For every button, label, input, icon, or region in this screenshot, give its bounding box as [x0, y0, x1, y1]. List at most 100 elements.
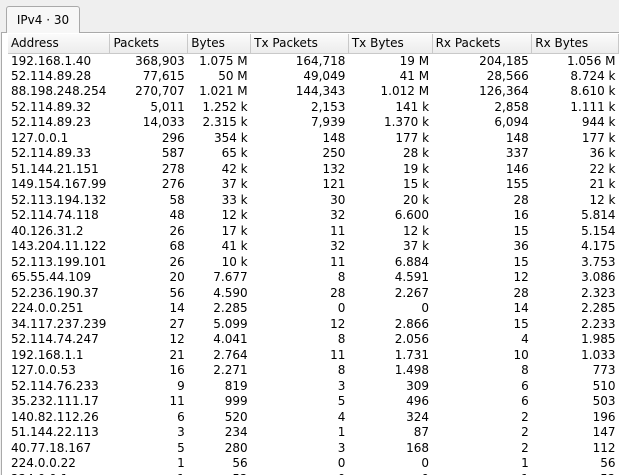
cell-tx-bytes: 19 M — [399, 53, 430, 68]
column-header-rx-bytes[interactable]: Rx Bytes — [531, 34, 619, 54]
table-row[interactable]: 40.126.31.2 26 17 k 11 12 k 15 5.154 — [8, 224, 619, 240]
cell-address: 52.114.74.118 — [11, 208, 99, 223]
cell-tx-bytes: 20 k — [403, 192, 430, 207]
table-row[interactable]: 34.117.237.239 27 5.099 12 2.866 15 2.233 — [8, 317, 619, 333]
cell-bytes: 354 k — [213, 130, 248, 145]
table-row[interactable]: 52.113.199.101 26 10 k 11 6.884 15 3.753 — [8, 255, 619, 271]
table-row[interactable]: 52.114.89.23 14,033 2.315 k 7,939 1.370 k 6,0… — [8, 115, 619, 131]
cell-address: 143.204.11.122 — [11, 239, 107, 254]
cell-bytes: 52 — [188, 472, 251, 475]
cell-tx-packets: 11 — [330, 347, 346, 362]
cell-rx-packets: 10 — [513, 347, 529, 362]
cell-address: 88.198.248.254 — [11, 84, 107, 99]
cell-tx-bytes: 177 k — [395, 130, 430, 145]
cell-rx-packets: 6 — [521, 378, 529, 393]
cell-rx-packets: 12 — [513, 270, 529, 285]
cell-tx-bytes: 0 — [348, 472, 432, 475]
table-row[interactable]: 52.114.89.33 587 65 k 250 28 k 337 36 k — [8, 146, 619, 162]
cell-tx-bytes: 1.498 — [394, 363, 430, 378]
cell-bytes: 56 — [232, 456, 248, 471]
cell-rx-bytes: 1.111 k — [570, 99, 616, 114]
table-row[interactable]: 51.144.22.113 3 234 1 87 2 147 — [8, 425, 619, 441]
cell-tx-packets: 132 — [322, 161, 346, 176]
cell-tx-bytes: 0 — [421, 456, 430, 471]
cell-tx-packets: 3 — [337, 440, 346, 455]
column-header-tx-packets[interactable]: Tx Packets — [250, 34, 349, 54]
table-row[interactable]: 88.198.248.254 270,707 1.021 M 144,343 1.012… — [8, 84, 619, 100]
column-header-tx-bytes[interactable]: Tx Bytes — [348, 34, 433, 54]
table-row[interactable]: 192.168.1.40 368,903 1.075 M 164,718 19 M 204… — [8, 53, 619, 69]
table-row[interactable]: 149.154.167.99 276 37 k 121 15 k 155 21 k — [8, 177, 619, 193]
cell-rx-packets: 337 — [505, 146, 529, 161]
table-row[interactable]: 65.55.44.109 20 7.677 8 4.591 12 3.086 — [8, 270, 619, 286]
table-header-row: Address Packets Bytes Tx Packets Tx Byte… — [8, 34, 619, 54]
table-row[interactable]: 52.114.74.118 48 12 k 32 6.600 16 5.814 — [8, 208, 619, 224]
cell-rx-packets: 16 — [513, 208, 529, 223]
table-row[interactable]: 224.0.0.22 1 56 0 0 1 56 — [8, 456, 619, 472]
table-row[interactable]: 192.168.1.1 21 2.764 11 1.731 10 1.033 — [8, 348, 619, 364]
cell-tx-packets: 0 — [337, 456, 346, 471]
table-row[interactable]: 52.114.76.233 9 819 3 309 6 510 — [8, 379, 619, 395]
table-row[interactable]: 127.0.0.53 16 2.271 8 1.498 8 773 — [8, 363, 619, 379]
tab-ipv4[interactable]: IPv4 · 30 — [6, 6, 80, 33]
cell-packets: 6 — [177, 409, 185, 424]
table-row[interactable]: 52.236.190.37 56 4.590 28 2.267 28 2.323 — [8, 286, 619, 302]
cell-packets: 14 — [169, 301, 185, 316]
table-row[interactable]: 52.114.89.32 5,011 1.252 k 2,153 141 k 2,858 1… — [8, 100, 619, 116]
table-row[interactable]: 143.204.11.122 68 41 k 32 37 k 36 4.175 — [8, 239, 619, 255]
cell-tx-packets: 8 — [337, 270, 346, 285]
cell-packets: 587 — [161, 146, 185, 161]
cell-address: 52.113.194.132 — [11, 192, 107, 207]
cell-rx-packets: 1 — [521, 456, 529, 471]
cell-tx-packets: 0 — [337, 301, 346, 316]
cell-packets: 20 — [169, 270, 185, 285]
cell-packets: 26 — [169, 254, 185, 269]
table-row[interactable]: 52.113.194.132 58 33 k 30 20 k 28 12 k — [8, 193, 619, 209]
endpoints-table: Address Packets Bytes Tx Packets Tx Byte… — [8, 34, 619, 475]
table-row[interactable]: 35.232.111.17 11 999 5 496 6 503 — [8, 394, 619, 410]
cell-rx-packets: 28 — [513, 192, 529, 207]
table-row[interactable]: 52.114.89.28 77,615 50 M 49,049 41 M 28,566 8.… — [8, 69, 619, 85]
cell-rx-bytes: 52 — [532, 472, 619, 475]
cell-rx-packets: 28 — [513, 285, 529, 300]
table-row[interactable]: 52.114.74.247 12 4.041 8 2.056 4 1.985 — [8, 332, 619, 348]
cell-bytes: 17 k — [221, 223, 248, 238]
cell-rx-packets: 28,566 — [486, 68, 529, 83]
cell-address: 52.114.89.23 — [11, 115, 92, 130]
cell-packets: 9 — [177, 378, 185, 393]
tab-bar: IPv4 · 30 — [0, 0, 619, 33]
cell-tx-bytes: 37 k — [403, 239, 430, 254]
cell-rx-bytes: 3.086 — [581, 270, 616, 285]
cell-tx-bytes: 15 k — [403, 177, 430, 192]
table-row[interactable]: 224.0.0.251 14 2.285 0 0 14 2.285 — [8, 301, 619, 317]
cell-packets: 77,615 — [142, 68, 185, 83]
cell-rx-bytes: 36 k — [589, 146, 616, 161]
cell-rx-bytes: 5.814 — [581, 208, 616, 223]
cell-bytes: 33 k — [221, 192, 248, 207]
cell-bytes: 7.677 — [213, 270, 248, 285]
table-row[interactable]: 51.144.21.151 278 42 k 132 19 k 146 22 k — [8, 162, 619, 178]
table-row[interactable]: 127.0.0.1 296 354 k 148 177 k 148 177 k — [8, 131, 619, 147]
column-header-packets[interactable]: Packets — [109, 34, 189, 54]
cell-packets: 5 — [177, 440, 185, 455]
column-header-address[interactable]: Address — [8, 34, 111, 54]
cell-bytes: 37 k — [221, 177, 248, 192]
cell-address: 51.144.21.151 — [11, 161, 99, 176]
cell-rx-bytes: 944 k — [581, 115, 616, 130]
cell-tx-bytes: 141 k — [395, 99, 430, 114]
cell-tx-bytes: 0 — [421, 301, 430, 316]
cell-packets: 1 — [177, 456, 185, 471]
cell-rx-bytes: 1.033 — [581, 347, 616, 362]
cell-tx-packets: 1 — [337, 425, 346, 440]
cell-tx-bytes: 324 — [406, 409, 430, 424]
cell-rx-packets: 15 — [513, 316, 529, 331]
table-row[interactable]: 140.82.112.26 6 520 4 324 2 196 — [8, 410, 619, 426]
table-row[interactable]: 40.77.18.167 5 280 3 168 2 112 — [8, 441, 619, 457]
column-header-bytes[interactable]: Bytes — [187, 34, 252, 54]
table-row[interactable]: 224.0.0.115200152 — [8, 472, 619, 475]
cell-address: 192.168.1.40 — [11, 53, 92, 68]
cell-tx-bytes: 2.267 — [394, 285, 430, 300]
column-header-rx-packets[interactable]: Rx Packets — [432, 34, 533, 54]
cell-packets: 276 — [161, 177, 185, 192]
cell-rx-packets: 126,364 — [479, 84, 529, 99]
